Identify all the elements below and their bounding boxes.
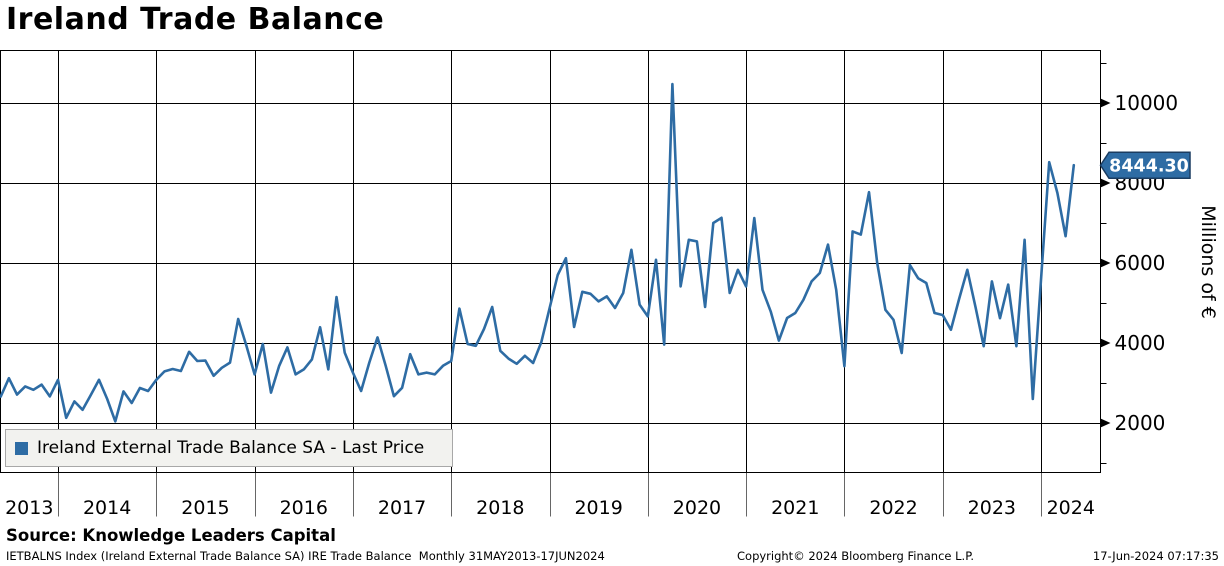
x-axis: 2013 2014 2015 2016 2017 2018 2019 2020 2021 2022… [5,497,1095,519]
legend: Ireland External Trade Balance SA - Last… [5,429,453,467]
y-tick-label: 2000 [1115,411,1166,435]
x-year-label: 2023 [968,497,1016,519]
x-year-label: 2018 [476,497,524,519]
y-axis-title: Millions of € [1197,205,1219,319]
footer-copyright: Copyright© 2024 Bloomberg Finance L.P. [737,549,974,563]
page-title: Ireland Trade Balance [6,2,385,37]
footer-security-info: IETBALNS Index (Ireland External Trade B… [6,549,605,563]
x-year-label: 2019 [574,497,622,519]
last-price-value: 8444.30 [1109,157,1189,177]
y-tick-arrow-icon [1100,178,1111,188]
y-tick-arrow-icon [1100,98,1111,108]
x-year-label: 2022 [869,497,917,519]
legend-swatch-icon [15,441,28,455]
x-year-label: 2017 [378,497,426,519]
x-year-label: 2016 [280,497,328,519]
legend-label: Ireland External Trade Balance SA - Last… [37,438,425,458]
x-year-label: 2013 [5,497,53,519]
source-line: Source: Knowledge Leaders Capital [6,526,336,545]
x-year-label: 2024 [1047,497,1095,519]
last-price-badge: 8444.30 [1099,151,1191,179]
x-gridlines [58,50,1042,517]
x-year-label: 2021 [771,497,819,519]
footer-timestamp: 17-Jun-2024 07:17:35 [1092,549,1219,563]
y-tick-label: 4000 [1115,331,1166,355]
last-price-badge-flag [1099,151,1191,179]
y-tick-label: 10000 [1115,91,1179,115]
x-year-label: 2020 [673,497,721,519]
x-year-label: 2014 [83,497,131,519]
y-tick-arrow-icon [1100,418,1111,428]
trade-balance-line [0,82,1076,423]
y-tick-label: 6000 [1115,251,1166,275]
x-year-label: 2015 [181,497,229,519]
y-tick-arrow-icon [1100,258,1111,268]
y-tick-arrow-icon [1100,338,1111,348]
